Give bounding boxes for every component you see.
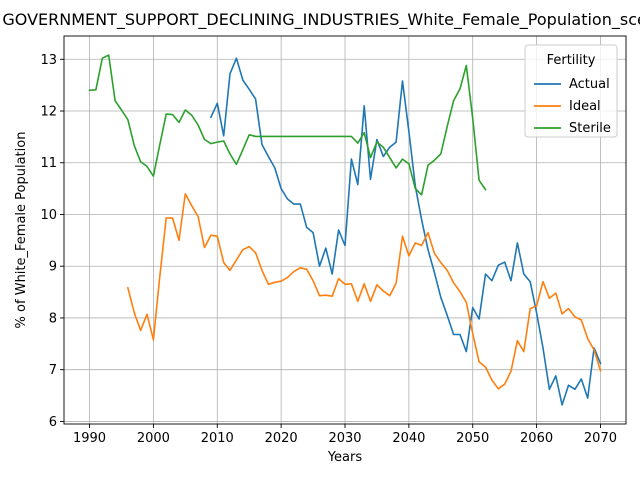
x-tick-label: 2030	[328, 431, 361, 446]
legend-label: Ideal	[569, 99, 601, 114]
x-tick-label: 2060	[520, 431, 553, 446]
legend-title: Fertility	[547, 53, 596, 68]
y-tick-label: 9	[49, 260, 57, 275]
legend-box	[524, 44, 618, 138]
x-tick-label: 2000	[137, 431, 170, 446]
legend: Fertility Actual Ideal Sterile	[524, 44, 618, 138]
legend-item-sterile: Sterile	[534, 121, 611, 136]
y-tick-label: 6	[49, 415, 57, 430]
legend-label: Actual	[569, 77, 610, 92]
y-tick-label: 13	[40, 53, 57, 68]
legend-item-actual: Actual	[534, 77, 610, 92]
x-tick-label: 2020	[265, 431, 298, 446]
x-tick-label: 2050	[456, 431, 489, 446]
legend-item-ideal: Ideal	[534, 99, 601, 114]
legend-items: Actual Ideal Sterile	[534, 77, 611, 136]
x-tick-label: 2070	[584, 431, 617, 446]
y-tick-label: 10	[40, 208, 57, 223]
legend-label: Sterile	[569, 121, 611, 136]
x-axis-ticks: 1990 2000 2010 2020 2030 2040 2050 2060 2070	[73, 424, 617, 446]
y-tick-label: 12	[40, 105, 57, 120]
y-tick-label: 11	[40, 156, 57, 171]
y-axis-title: % of White_Female Population	[14, 132, 29, 329]
x-tick-label: 2010	[201, 431, 234, 446]
y-axis-ticks: 6 7 8 9 10 11 12 13	[40, 53, 64, 430]
series-line-actual	[209, 57, 602, 406]
x-axis-title: Years	[327, 450, 363, 465]
x-tick-label: 1990	[73, 431, 106, 446]
y-tick-label: 7	[49, 363, 57, 378]
series-line-ideal	[126, 193, 602, 390]
y-tick-label: 8	[49, 311, 57, 326]
chart-title: GOVERNMENT_SUPPORT_DECLINING_INDUSTRIES_…	[2, 10, 640, 30]
x-tick-label: 2040	[392, 431, 425, 446]
series-line-sterile	[88, 54, 487, 196]
series-lines	[88, 54, 602, 406]
